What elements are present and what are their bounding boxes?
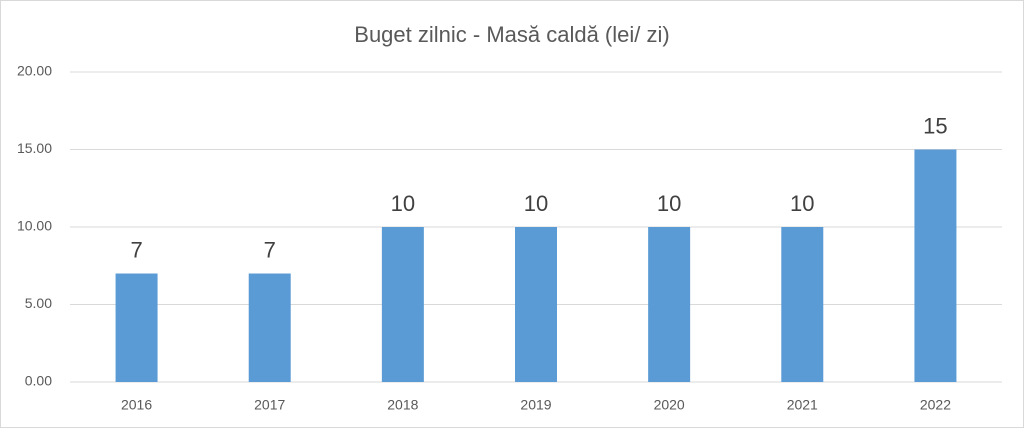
data-label: 10 (524, 191, 548, 216)
bar (381, 227, 424, 382)
data-label: 7 (130, 237, 142, 262)
x-tick-label: 2019 (520, 397, 551, 413)
x-tick-label: 2020 (654, 397, 685, 413)
y-tick-label: 5.00 (25, 295, 52, 311)
x-tick-label: 2017 (254, 397, 285, 413)
y-tick-label: 15.00 (17, 140, 52, 156)
chart-title: Buget zilnic - Masă caldă (lei/ zi) (354, 22, 669, 47)
bar (781, 227, 824, 382)
x-tick-label: 2022 (920, 397, 951, 413)
data-label: 10 (391, 191, 415, 216)
x-tick-label: 2016 (121, 397, 152, 413)
x-tick-label: 2018 (387, 397, 418, 413)
data-label: 7 (264, 237, 276, 262)
y-tick-label: 10.00 (17, 218, 52, 234)
y-tick-label: 20.00 (17, 63, 52, 79)
data-label: 15 (923, 113, 947, 138)
bar (115, 273, 158, 382)
bar (248, 273, 291, 382)
bar (914, 149, 957, 382)
data-label: 10 (657, 191, 681, 216)
bar (648, 227, 691, 382)
x-tick-label: 2021 (787, 397, 818, 413)
bar (515, 227, 557, 382)
y-tick-label: 0.00 (25, 373, 52, 389)
data-label: 10 (790, 191, 814, 216)
